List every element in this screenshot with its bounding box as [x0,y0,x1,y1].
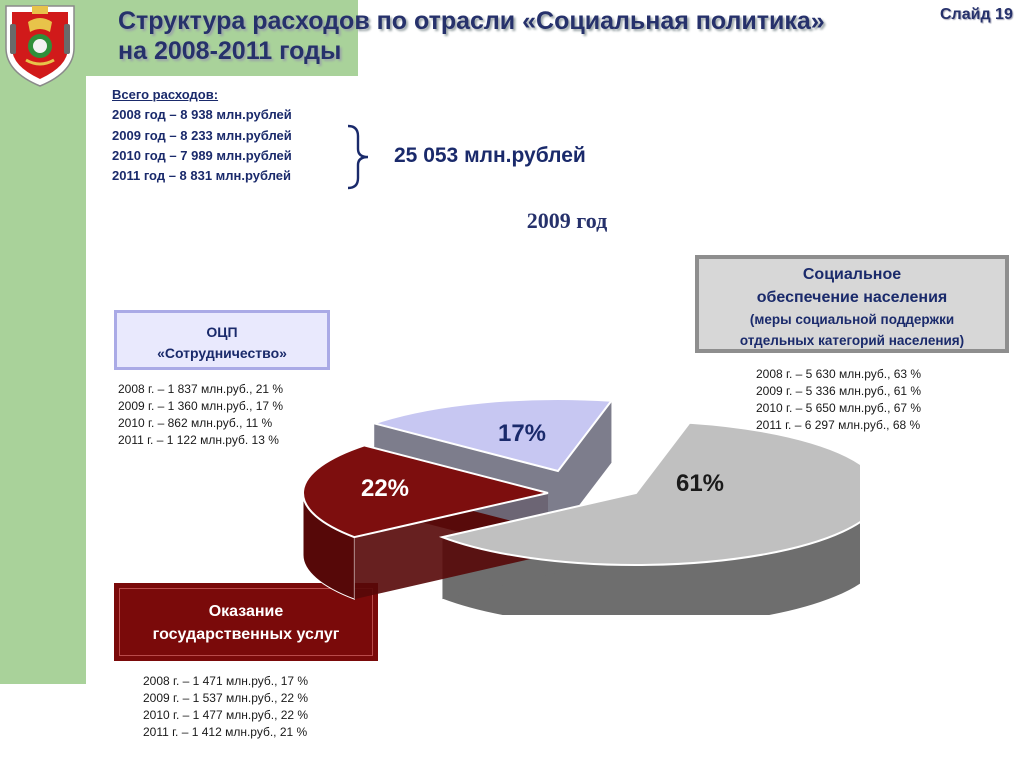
details-line: 2011 г. – 1 412 млн.руб., 21 % [143,725,308,739]
chart-title: 2009 год [526,208,608,233]
totals-line: 2009 год – 8 233 млн.рублей [112,127,292,143]
details-gov-services: 2008 г. – 1 471 млн.руб., 17 % 2009 г. –… [143,673,308,741]
category-box-gov-services-inner: Оказание государственных услуг [119,588,373,656]
details-line: 2008 г. – 1 837 млн.руб., 21 % [118,382,284,396]
category-box-gov-services: Оказание государственных услуг [114,583,378,661]
details-line: 2008 г. – 5 630 млн.руб., 63 % [756,367,922,381]
pie-slice-wall [558,400,612,533]
right-brace-icon [347,124,369,190]
details-ocp: 2008 г. – 1 837 млн.руб., 21 % 2009 г. –… [118,381,283,449]
totals-line: 2010 год – 7 989 млн.рублей [112,147,292,163]
details-line: 2010 г. – 1 477 млн.руб., 22 % [143,708,309,722]
pie-slice [370,398,614,473]
left-sidebar-band [0,0,86,684]
title-line-1: Структура расходов по отрасли «Социальна… [118,7,825,35]
details-line: 2010 г. – 862 млн.руб., 11 % [118,416,273,430]
totals-label: Всего расходов: [112,87,219,102]
details-line: 2011 г. – 6 297 млн.руб., 68 % [756,418,921,432]
category-ocp-line-1: ОЦП [206,324,238,340]
category-gov-services-line-2: государственных услуг [152,626,340,643]
pie-slice [302,444,549,539]
totals-line: 2008 год – 8 938 млн.рублей [112,107,292,123]
title-line-2: на 2008-2011 годы [118,37,342,65]
details-line: 2008 г. – 1 471 млн.руб., 17 % [143,674,309,688]
details-line: 2009 г. – 1 537 млн.руб., 22 % [143,691,309,705]
details-line: 2009 г. – 5 336 млн.руб., 61 % [756,384,922,398]
category-social-line-4: отдельных категорий населения) [739,333,965,348]
slide-number: Слайд 19 [940,6,1013,23]
details-line: 2010 г. – 5 650 млн.руб., 67 % [756,401,922,415]
category-ocp-line-2: «Сотрудничество» [157,345,287,361]
category-box-social-inner: Социальное обеспечение населения (меры с… [699,259,1005,349]
totals-sum: 25 053 млн.рублей [394,144,586,167]
pie-slice-label: 22% [361,475,409,502]
pie-chart: 61% 22% 17% [302,398,860,615]
category-gov-services-line-1: Оказание [208,603,284,620]
details-social: 2008 г. – 5 630 млн.руб., 63 % 2009 г. –… [756,366,921,434]
pie-slice-label: 17% [498,420,546,447]
totals-line: 2011 год – 8 831 млн.рублей [112,168,292,184]
totals-block: Всего расходов: 2008 год – 8 938 млн.руб… [112,85,292,186]
page-title: Структура расходов по отрасли «Социальна… [118,6,825,66]
category-social-line-1: Социальное [802,266,902,283]
category-box-ocp: ОЦП «Сотрудничество» [114,310,330,370]
coat-of-arms-icon [5,5,75,87]
details-line: 2009 г. – 1 360 млн.руб., 17 % [118,399,284,413]
category-box-social: Социальное обеспечение населения (меры с… [695,255,1009,353]
category-social-line-3: (меры социальной поддержки [749,312,955,327]
pie-slice-label: 61% [676,470,724,497]
pie-slice [438,421,860,566]
details-line: 2011 г. – 1 122 млн.руб. 13 % [118,433,279,447]
category-box-ocp-inner: ОЦП «Сотрудничество» [117,313,327,367]
category-social-line-2: обеспечение населения [756,289,948,306]
